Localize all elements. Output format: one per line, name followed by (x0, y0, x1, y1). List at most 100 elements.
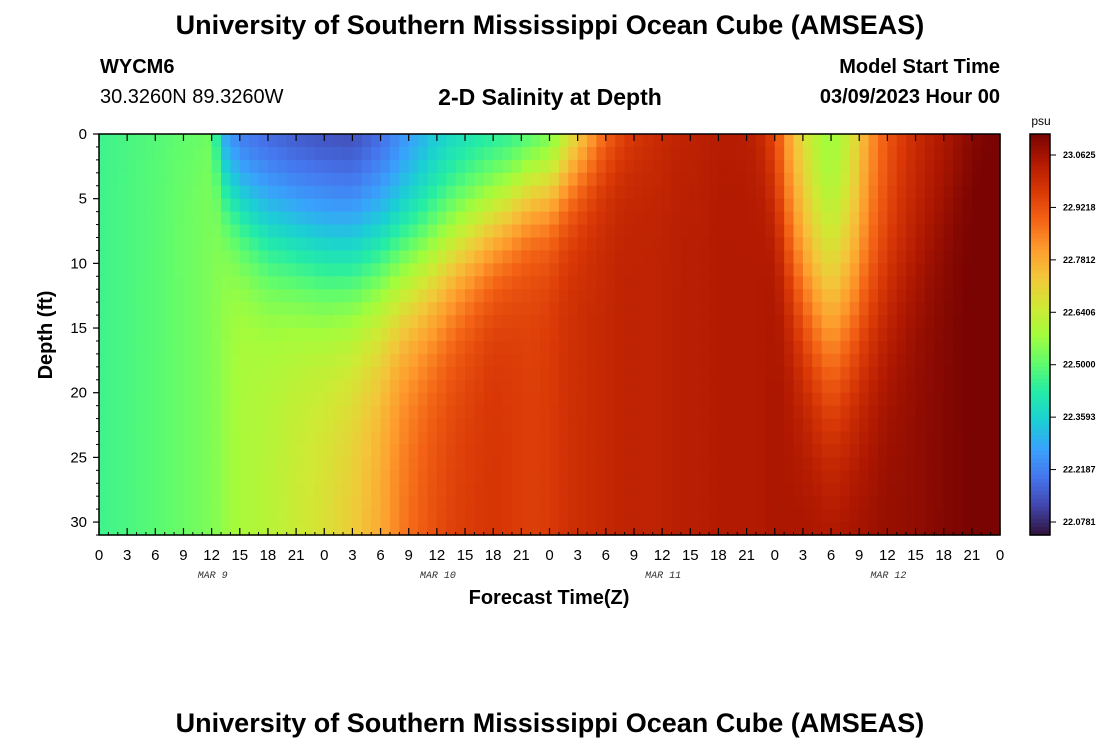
heatmap-cell (671, 159, 682, 174)
heatmap-cell (793, 250, 804, 264)
heatmap-cell (389, 431, 400, 446)
heatmap-cell (765, 134, 776, 148)
heatmap-cell (399, 340, 410, 355)
heatmap-cell (849, 328, 860, 342)
heatmap-cell (493, 340, 504, 355)
heatmap-cell (108, 470, 119, 484)
heatmap-cell (230, 172, 241, 187)
heatmap-cell (343, 237, 354, 252)
heatmap-cell (239, 522, 250, 536)
heatmap-cell (765, 457, 776, 471)
heatmap-cell (793, 302, 804, 316)
heatmap-cell (221, 198, 231, 213)
heatmap-cell (896, 418, 907, 433)
heatmap-cell (145, 134, 156, 148)
heatmap-cell (699, 431, 710, 446)
heatmap-cell (145, 328, 156, 342)
heatmap-cell (662, 340, 673, 355)
heatmap-cell (99, 134, 109, 148)
heatmap-cell (408, 340, 419, 355)
heatmap-cell (324, 250, 335, 264)
heatmap-cell (418, 198, 429, 213)
heatmap-cell (521, 366, 532, 381)
heatmap-cell (136, 353, 147, 368)
heatmap-cell (671, 509, 682, 523)
heatmap-cell (296, 276, 307, 290)
heatmap-cell (962, 289, 973, 303)
heatmap-cell (221, 276, 231, 290)
heatmap-cell (971, 470, 982, 484)
heatmap-cell (624, 392, 635, 407)
heatmap-cell (221, 431, 231, 446)
heatmap-cell (774, 418, 785, 433)
heatmap-cell (286, 405, 297, 420)
heatmap-cell (765, 224, 776, 239)
heatmap-cell (577, 159, 588, 174)
heatmap-cell (286, 379, 297, 394)
heatmap-cell (624, 496, 635, 510)
heatmap-cell (953, 418, 964, 433)
heatmap-cell (380, 276, 391, 290)
heatmap-cell (239, 379, 250, 394)
heatmap-cell (155, 470, 166, 484)
heatmap-cell (296, 289, 307, 303)
heatmap-cell (511, 483, 522, 497)
heatmap-cell (877, 431, 888, 446)
heatmap-cell (624, 353, 635, 368)
heatmap-cell (202, 250, 213, 264)
colorbar-segment (1030, 230, 1050, 235)
heatmap-cell (624, 470, 635, 484)
heatmap-cell (333, 328, 344, 342)
heatmap-cell (558, 353, 569, 368)
heatmap-cell (333, 185, 344, 200)
heatmap-cell (746, 224, 757, 239)
heatmap-cell (202, 483, 213, 497)
heatmap-cell (474, 134, 485, 148)
heatmap-cell (765, 237, 776, 252)
heatmap-cell (296, 405, 307, 420)
heatmap-cell (352, 328, 363, 342)
heatmap-cell (831, 483, 842, 497)
heatmap-cell (727, 392, 738, 407)
heatmap-cell (164, 302, 175, 316)
heatmap-cell (624, 172, 635, 187)
heatmap-cell (840, 340, 851, 355)
heatmap-cell (493, 302, 504, 316)
heatmap-cell (239, 289, 250, 303)
heatmap-cell (427, 522, 438, 536)
heatmap-cell (521, 328, 532, 342)
heatmap-cell (615, 224, 626, 239)
heatmap-cell (709, 483, 720, 497)
heatmap-cell (802, 289, 813, 303)
heatmap-cell (314, 198, 325, 213)
heatmap-cell (446, 185, 457, 200)
heatmap-cell (164, 224, 175, 239)
heatmap-cell (127, 496, 138, 510)
heatmap-cell (521, 457, 532, 471)
heatmap-cell (361, 353, 372, 368)
heatmap-cell (737, 353, 748, 368)
heatmap-cell (568, 405, 579, 420)
heatmap-cell (145, 198, 156, 213)
heatmap-cell (455, 198, 466, 213)
colorbar-segment (1030, 326, 1050, 332)
heatmap-cell (343, 353, 354, 368)
heatmap-cell (887, 159, 898, 174)
x-tick-label: 3 (348, 547, 356, 564)
heatmap-cell (511, 237, 522, 252)
heatmap-cell (840, 302, 851, 316)
heatmap-cell (117, 431, 128, 446)
heatmap-cell (174, 418, 185, 433)
heatmap-cell (727, 522, 738, 536)
heatmap-cell (145, 237, 156, 252)
heatmap-cell (286, 159, 297, 174)
heatmap-cell (643, 263, 654, 277)
heatmap-cell (746, 250, 757, 264)
heatmap-cell (239, 418, 250, 433)
heatmap-cell (699, 237, 710, 252)
heatmap-cell (483, 392, 494, 407)
heatmap-cell (755, 366, 766, 381)
heatmap-cell (305, 379, 316, 394)
heatmap-cell (333, 340, 344, 355)
heatmap-cell (568, 134, 579, 148)
